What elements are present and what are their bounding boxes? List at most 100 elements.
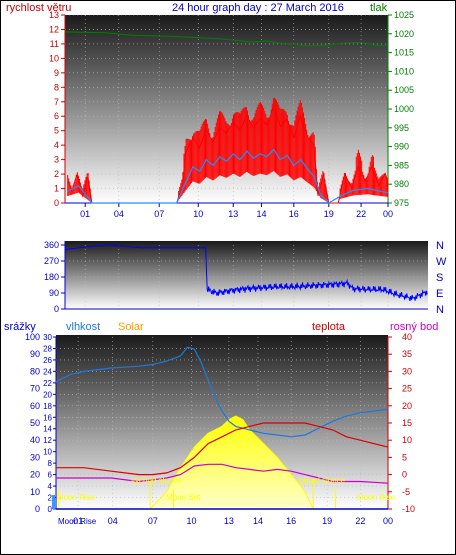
moon-set-label: Moon Set [166,493,201,502]
humidity-y-tick: 90 [30,349,40,359]
panel1-y2-tick: 1025 [394,10,414,20]
rain-y-tick: 0 [48,505,53,514]
panel1-y2-tick: 975 [394,198,409,208]
panel1-y-tick: 3 [54,155,59,165]
panel1-y2-tick: 990 [394,142,409,152]
panel3-x-tick: 04 [108,516,118,526]
rain-y-tick: 22 [43,379,52,388]
panel1-y-tick: 5 [54,126,59,136]
humidity-line [55,346,389,438]
wind-axis-label: rychlost větru [6,2,71,14]
temperature-y-tick: 25 [402,384,412,394]
temperature-line [56,422,389,476]
panel3-x-tick: 22 [355,516,365,526]
panel1-x-tick: 16 [289,209,299,219]
temperature-y-tick: 30 [402,366,412,376]
panel1-y-tick: 8 [54,82,59,92]
panel1-x-tick: 14 [256,209,266,219]
panel1-x-tick: 04 [114,209,124,219]
panel1-y2-tick: 1010 [394,66,414,76]
humidity-y-tick: 50 [30,418,40,428]
rain-y-tick: 18 [43,402,52,411]
humidity-axis-label: vlhkost [66,321,100,333]
temperature-y-tick: 0 [402,470,407,480]
panel2-axes: 0 N 90 E 180 S 270 W 360 N [44,240,447,316]
panel1-y2-tick: 1020 [394,29,414,39]
panel1-y-tick: 9 [54,68,59,78]
temperature-y-tick: 15 [402,418,412,428]
humidity-y-tick: 20 [30,470,40,480]
humidity-y-tick: 0 [35,504,40,514]
panel3-x-tick: Moon Rise [58,517,97,526]
panel1-y2-tick: 1000 [394,104,414,114]
pressure-line [64,31,389,47]
panel3-x-tick: 10 [187,516,197,526]
rain-y-tick: 12 [43,436,52,445]
dewpoint-line [56,463,389,484]
panel3-x-tick: 16 [286,516,296,526]
wind-avg-line [67,148,389,204]
panel1-y2-tick: 1005 [394,85,414,95]
humidity-y-tick: 10 [30,487,40,497]
humidity-y-tick: 60 [30,401,40,411]
panel2-background [65,241,428,309]
panel2-y-tick: 270 [44,256,59,266]
panel1-y-tick: 0 [54,198,59,208]
panel1-x-tick: 13 [228,209,238,219]
panel3-series [55,346,389,510]
panel1-x-tick: 01 [80,209,90,219]
panel2-compass-tick: W [436,256,447,268]
temperature-y-tick: -5 [402,487,410,497]
solar-area [148,415,315,510]
panel1-y2-tick: 985 [394,160,409,170]
rain-y-tick: 28 [43,344,52,353]
rain-y-tick: 20 [43,390,52,399]
rain-y-tick: 24 [43,367,52,376]
dewpoint-axis-label: rosný bod [390,321,438,333]
panel1-y-tick: 7 [54,97,59,107]
humidity-y-tick: 30 [30,452,40,462]
temperature-y-tick: 20 [402,401,412,411]
panel3-x-tick: 13 [224,516,234,526]
panel1-y-tick: 13 [49,10,59,20]
solar-axis-label: Solar [118,321,144,333]
panel3-x-tick: 00 [383,516,393,526]
panel2-series [65,244,428,302]
panel1-y-tick: 1 [54,184,59,194]
panel2-compass-tick: N [436,240,444,252]
moon-rise-right-label: Moon Rise [357,493,396,502]
wind-direction-line [65,244,428,302]
panel2-compass-tick: N [436,304,444,316]
panel2-compass-tick: S [436,272,443,284]
temperature-y-tick: 5 [402,452,407,462]
panel1-y-tick: 4 [54,140,59,150]
rain-y-tick: 2 [48,494,53,503]
temperature-y-tick: 10 [402,435,412,445]
panel1-x-tick: 10 [193,209,203,219]
temperature-axis-label: teplota [312,321,346,333]
panel1-x-tick: 07 [154,209,164,219]
panel2-y-tick: 0 [54,304,59,314]
panel1-y-tick: 12 [49,24,59,34]
rain-y-tick: 16 [43,413,52,422]
panel1-series [64,31,389,204]
rain-y-tick: 6 [48,471,53,480]
humidity-y-tick: 70 [30,384,40,394]
sunset-label: západ slunce [298,476,346,485]
panel1-x-tick: 22 [356,209,366,219]
wind-gust-line [67,106,389,204]
rain-y-tick: 26 [43,356,52,365]
panel1-y-tick: 6 [54,111,59,121]
sunrise-label: východ slunce [131,476,182,485]
panel1-y-tick: 10 [49,53,59,63]
panel1-y2-tick: 1015 [394,48,414,58]
temperature-y-tick: 35 [402,349,412,359]
panel2-compass-tick: E [436,288,443,300]
temperature-y-tick: -10 [402,504,415,514]
rain-y-tick: 4 [48,482,53,491]
panel3-x-tick: 19 [322,516,332,526]
humidity-y-tick: 80 [30,366,40,376]
panel1-y-tick: 11 [50,39,59,49]
panel1-x-tick: 00 [383,209,393,219]
rain-y-tick: 10 [43,448,52,457]
